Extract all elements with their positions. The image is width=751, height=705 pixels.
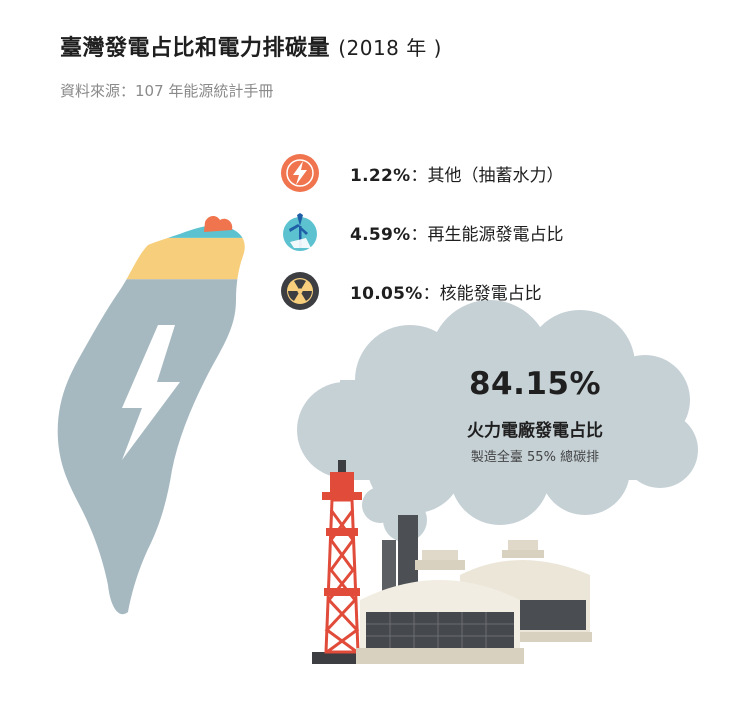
map-band-nuclear	[57, 237, 245, 280]
legend-row-nuclear: 10.05%：核能發電占比	[280, 271, 640, 311]
data-source: 資料來源：107 年能源統計手冊	[60, 82, 274, 100]
thermal-label: 火力電廠發電占比	[467, 421, 603, 441]
thermal-note: 製造全臺 55% 總碳排	[470, 450, 600, 465]
radiation-icon	[281, 272, 319, 310]
legend-text-renewable: 4.59%：再生能源發電占比	[350, 220, 563, 245]
legend-label-renewable: ：再生能源發電占比	[410, 224, 564, 245]
power-plant-icon	[312, 460, 592, 664]
smoke-cloud	[297, 300, 698, 542]
legend-row-other: 1.22%：其他（抽蓄水力）	[280, 153, 640, 193]
map-band-renewable	[57, 225, 245, 238]
page-title: 臺灣發電占比和電力排碳量 (2018 年 )	[60, 30, 442, 62]
legend-row-renewable: 4.59%：再生能源發電占比	[280, 212, 640, 252]
legend-pct-renewable: 4.59%	[350, 224, 411, 245]
lightning-bolt-icon	[281, 154, 319, 192]
wind-turbine-icon	[283, 213, 317, 251]
lightning-bolt-icon	[122, 325, 180, 460]
front-reactor-building	[356, 550, 524, 664]
legend-pct-nuclear: 10.05%	[350, 283, 423, 304]
thermal-pct: 84.15%	[468, 366, 602, 402]
taiwan-map-icon	[40, 204, 270, 615]
title-year: (2018 年 )	[338, 36, 442, 60]
legend-pct-other: 1.22%	[350, 165, 411, 186]
legend-text-nuclear: 10.05%：核能發電占比	[350, 279, 542, 304]
map-band-other	[40, 204, 270, 219]
legend-label-other: ：其他（抽蓄水力）	[410, 165, 564, 186]
share-legend: 1.22%：其他（抽蓄水力） 4.59%：再生能源發電占比 10.05%：核能發…	[280, 153, 640, 330]
legend-text-other: 1.22%：其他（抽蓄水力）	[350, 161, 563, 186]
title-text: 臺灣發電占比和電力排碳量	[60, 36, 331, 61]
legend-label-nuclear: ：核能發電占比	[422, 283, 542, 304]
